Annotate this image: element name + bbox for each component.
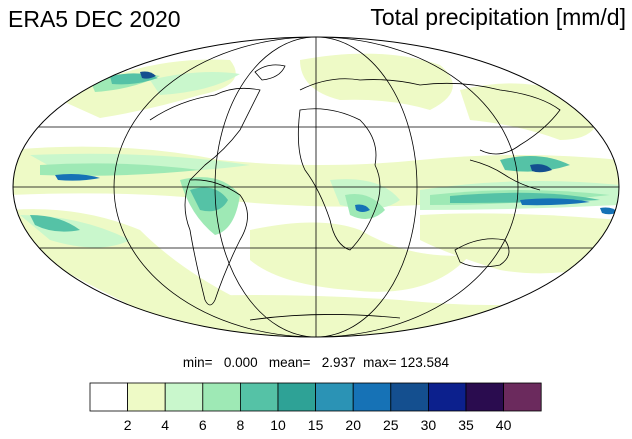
map-title: ERA5 DEC 2020 xyxy=(8,6,181,32)
colorbar-swatch xyxy=(127,382,166,412)
colorbar-swatch xyxy=(277,382,316,412)
colorbar-swatch xyxy=(89,382,128,412)
colorbar-swatch xyxy=(239,382,279,412)
max-value: 123.584 xyxy=(400,355,450,370)
colorbar-tick-label: 6 xyxy=(199,417,207,433)
colorbar-swatch xyxy=(465,382,504,412)
colorbar-swatch xyxy=(390,382,429,412)
colorbar-tick-label: 2 xyxy=(124,417,132,433)
statistics-line: min= 0.000 mean= 2.937 max= 123.584 xyxy=(0,355,632,370)
mean-value: 2.937 xyxy=(321,355,356,370)
precipitation-map xyxy=(12,36,620,338)
colorbar-tick-label: 25 xyxy=(383,417,399,433)
colorbar-swatch xyxy=(164,382,204,412)
colorbar-tick-label: 40 xyxy=(496,417,512,433)
colorbar-swatch xyxy=(427,382,467,412)
colorbar-tick-label: 30 xyxy=(421,417,437,433)
mean-label: mean= xyxy=(268,355,311,370)
max-label: max= xyxy=(363,355,397,370)
colorbar-tick-label: 20 xyxy=(345,417,361,433)
colorbar-tick-label: 8 xyxy=(237,417,245,433)
min-label: min= xyxy=(182,355,213,370)
colorbar-swatch xyxy=(352,382,392,412)
colorbar-swatch xyxy=(315,382,354,412)
colorbar-swatch xyxy=(503,382,542,412)
colorbar-swatch xyxy=(202,382,241,412)
coastlines xyxy=(149,64,561,321)
colorbar-tick-label: 15 xyxy=(308,417,324,433)
colorbar-tick-label: 10 xyxy=(270,417,286,433)
colorbar-tick-label: 4 xyxy=(161,417,169,433)
colorbar-tick-label: 35 xyxy=(458,417,474,433)
variable-title: Total precipitation [mm/d] xyxy=(370,4,626,30)
min-value: 0.000 xyxy=(223,355,258,370)
globe-outline xyxy=(12,36,620,338)
